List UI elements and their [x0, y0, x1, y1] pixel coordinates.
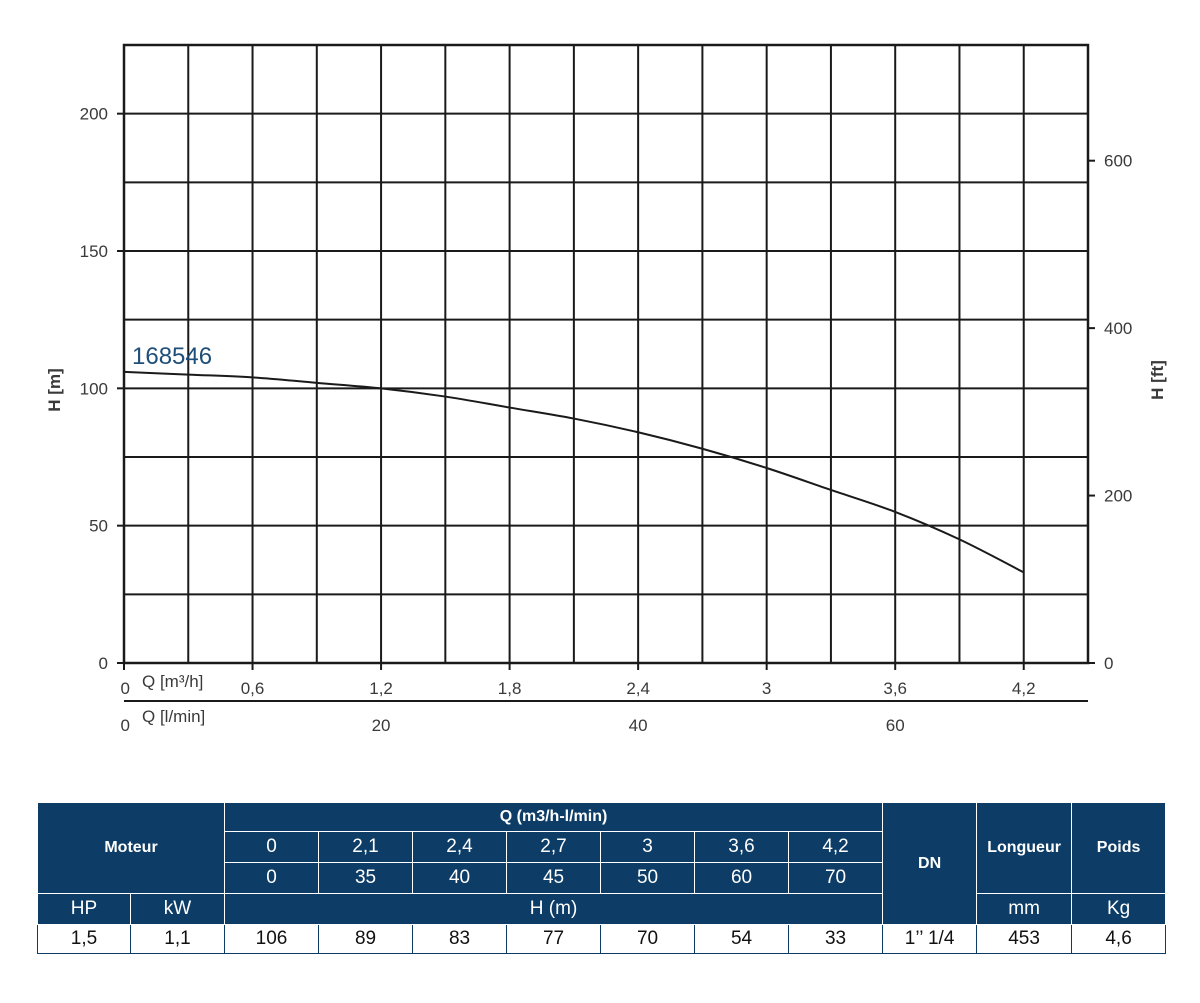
h-value: 83: [412, 924, 508, 954]
q-lmin-cell: 60: [694, 862, 790, 894]
x-tick-label: 2,4: [626, 679, 650, 698]
q-m3h-cell: 4,2: [788, 831, 884, 863]
y-tick-label: 100: [80, 379, 108, 398]
h-value: 106: [224, 924, 320, 954]
kw-value: 1,1: [129, 924, 226, 954]
y-tick-label: 200: [80, 105, 108, 124]
y-tick-label: 50: [89, 517, 108, 536]
length-value: 453: [976, 924, 1073, 954]
weight-unit: Kg: [1071, 893, 1167, 925]
length-header: Longueur: [976, 802, 1073, 894]
x-tick-label: 1,8: [498, 679, 522, 698]
x-secondary-tick-label: 0: [121, 716, 130, 735]
y-right-tick-label: 0: [1104, 654, 1113, 673]
x-axis-title-primary: Q [m³/h]: [142, 672, 203, 691]
chart-series: [123, 370, 1025, 574]
x-axis-title-secondary: Q [l/min]: [142, 707, 205, 726]
q-lmin-cell: 45: [506, 862, 602, 894]
h-header: H (m): [224, 893, 884, 925]
q-lmin-cell: 40: [412, 862, 508, 894]
h-value: 89: [318, 924, 414, 954]
motor-header: Moteur: [36, 802, 226, 894]
x-secondary-tick-label: 60: [886, 716, 905, 735]
y-axis-title-right: H [ft]: [1148, 360, 1167, 400]
chart-axes: [122, 43, 1090, 702]
y-right-tick-label: 600: [1104, 152, 1132, 171]
h-value: 33: [788, 924, 884, 954]
y-tick-label: 150: [80, 242, 108, 261]
x-tick-label: 0,6: [241, 679, 265, 698]
x-tick-label: 1,2: [369, 679, 393, 698]
x-tick-label: 0: [121, 679, 130, 698]
q-m3h-cell: 3: [600, 831, 696, 863]
dn-value: 1’’ 1/4: [882, 924, 978, 954]
h-value: 77: [506, 924, 602, 954]
q-m3h-cell: 2,4: [412, 831, 508, 863]
h-value: 70: [600, 924, 696, 954]
chart-grid: [124, 45, 1088, 663]
q-m3h-cell: 0: [224, 831, 320, 863]
hp-header: HP: [37, 893, 131, 925]
hp-value: 1,5: [37, 924, 131, 954]
x-tick-label: 4,2: [1012, 679, 1036, 698]
y-right-tick-label: 200: [1104, 487, 1132, 506]
q-m3h-cell: 2,7: [506, 831, 602, 863]
kw-header: kW: [129, 893, 226, 925]
q-lmin-cell: 50: [600, 862, 696, 894]
spec-table: Moteur Q (m3/h-l/min) DN Longueur Poids …: [36, 802, 1167, 954]
q-m3h-cell: 2,1: [318, 831, 414, 863]
q-header: Q (m3/h-l/min): [224, 802, 884, 832]
dn-header: DN: [882, 802, 978, 925]
q-m3h-cell: 3,6: [694, 831, 790, 863]
y-right-tick-label: 400: [1104, 319, 1132, 338]
q-lmin-cell: 35: [318, 862, 414, 894]
h-value: 54: [694, 924, 790, 954]
q-lmin-cell: 0: [224, 862, 320, 894]
weight-value: 4,6: [1071, 924, 1167, 954]
y-axis-title-left: H [m]: [45, 368, 64, 411]
weight-header: Poids: [1071, 802, 1167, 894]
y-tick-label: 0: [99, 654, 108, 673]
q-lmin-cell: 70: [788, 862, 884, 894]
x-secondary-tick-label: 20: [372, 716, 391, 735]
series-label: 168546: [132, 343, 212, 370]
plot-frame: [122, 43, 1090, 665]
length-unit: mm: [976, 893, 1073, 925]
x-tick-label: 3,6: [883, 679, 907, 698]
x-tick-label: 3: [762, 679, 771, 698]
x-secondary-tick-label: 40: [629, 716, 648, 735]
